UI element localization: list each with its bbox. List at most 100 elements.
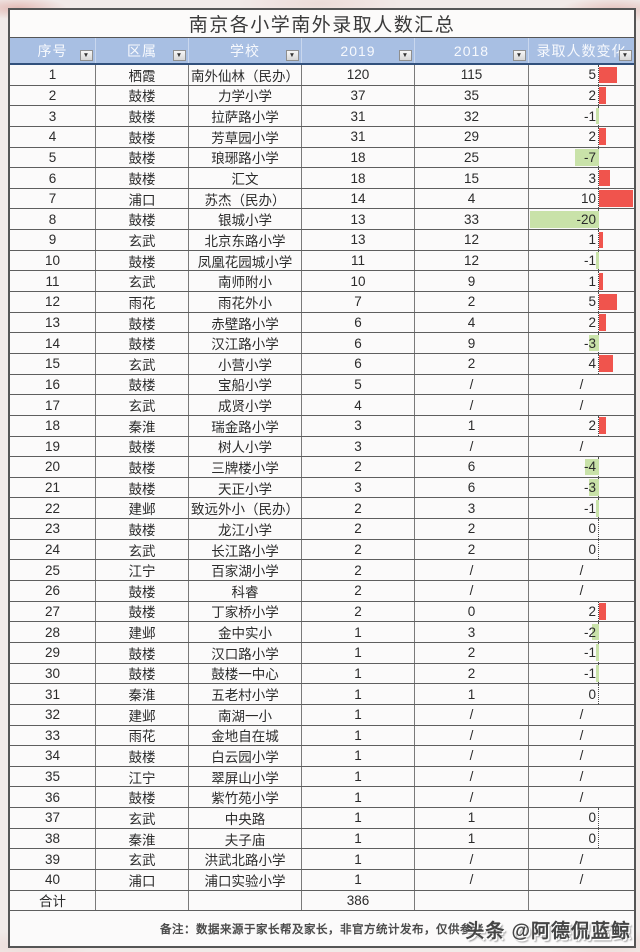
cell-district: 玄武: [96, 539, 189, 560]
total-2019: 386: [302, 890, 415, 911]
cell-no: 38: [10, 828, 96, 849]
table-row: 4 鼓楼 芳草园小学 31 29 2: [10, 126, 634, 148]
table-footer: 备注：数据来源于家长帮及家长，非官方统计发布，仅供参考 头条 @阿德侃蓝鲸: [10, 911, 634, 946]
cell-no: 13: [10, 312, 96, 333]
cell-no: 39: [10, 849, 96, 869]
cell-no: 10: [10, 250, 96, 271]
cell-y2018: /: [415, 704, 529, 725]
cell-y2019: 2: [302, 457, 415, 477]
cell-y2018: 33: [415, 209, 529, 230]
cell-change: -1: [529, 498, 634, 519]
cell-value: /: [579, 707, 584, 723]
cell-district: 鼓楼: [96, 209, 189, 230]
cell-school: 成贤小学: [189, 395, 302, 415]
cell-school: 龙江小学: [189, 519, 302, 539]
cell-y2019: 1: [302, 684, 415, 704]
cell-value: -7: [583, 149, 596, 165]
cell-value: -1: [583, 108, 596, 124]
negative-data-bar: [530, 210, 599, 228]
cell-y2019: 18: [302, 147, 415, 168]
filter-dropdown-icon[interactable]: ▼: [619, 50, 632, 61]
column-header-label: 2018: [453, 42, 490, 59]
cell-school: 长江路小学: [189, 539, 302, 560]
cell-y2018: 9: [415, 333, 529, 353]
cell-school: 雨花外小: [189, 292, 302, 312]
cell-y2019: 37: [302, 85, 415, 106]
table-row: 20 鼓楼 三牌楼小学 2 6 -4: [10, 457, 634, 478]
table-row: 11 玄武 南师附小 10 9 1: [10, 271, 634, 293]
cell-value: /: [579, 872, 584, 888]
column-header-label: 2019: [340, 42, 376, 59]
filter-dropdown-icon[interactable]: ▼: [80, 50, 93, 61]
cell-y2019: 1: [302, 808, 415, 828]
table-row: 26 鼓楼 科睿 2//: [10, 581, 634, 602]
cell-value: -4: [583, 459, 596, 475]
cell-district: 建邺: [96, 622, 189, 642]
cell-y2019: 3: [302, 415, 415, 436]
column-header-label: 序号: [37, 42, 68, 59]
cell-school: 南外仙林（民办）: [189, 65, 302, 85]
cell-no: 24: [10, 539, 96, 560]
cell-y2019: 14: [302, 188, 415, 209]
cell-y2019: 2: [302, 519, 415, 539]
cell-change: -1: [529, 106, 634, 126]
cell-value: -1: [583, 253, 596, 269]
cell-y2019: 31: [302, 106, 415, 126]
filter-dropdown-icon[interactable]: ▼: [286, 50, 299, 61]
cell-y2018: 1: [415, 415, 529, 436]
cell-y2019: 3: [302, 477, 415, 498]
cell-y2018: 2: [415, 539, 529, 560]
cell-district: 鼓楼: [96, 519, 189, 539]
table-body: 1 栖霞 南外仙林（民办） 120 115 5 2 鼓楼 力学小学 37 35 2 3 鼓楼 拉萨路小学 31…: [10, 65, 634, 891]
cell-empty: [529, 891, 634, 911]
negative-data-bar: [595, 107, 599, 125]
cell-y2018: 2: [415, 353, 529, 374]
cell-school: 宝船小学: [189, 374, 302, 395]
cell-y2019: 1: [302, 766, 415, 787]
table-row: 2 鼓楼 力学小学 37 35 2: [10, 85, 634, 107]
cell-change: -1: [529, 642, 634, 663]
cell-change: 2: [529, 312, 634, 333]
cell-y2019: 10: [302, 271, 415, 292]
table-row: 1 栖霞 南外仙林（民办） 120 115 5: [10, 65, 634, 86]
filter-dropdown-icon[interactable]: ▼: [173, 50, 186, 61]
cell-value: -3: [583, 335, 596, 351]
table-row: 36 鼓楼 紫竹苑小学 1//: [10, 787, 634, 809]
cell-district: 鼓楼: [96, 642, 189, 663]
cell-no: 11: [10, 271, 96, 292]
cell-school: 树人小学: [189, 436, 302, 457]
cell-value: /: [579, 583, 584, 599]
cell-y2018: 115: [415, 65, 529, 85]
cell-change: 2: [529, 126, 634, 147]
cell-y2018: 1: [415, 684, 529, 704]
positive-data-bar: [599, 128, 606, 146]
negative-data-bar: [595, 644, 599, 662]
cell-change: /: [529, 767, 634, 787]
databar-axis: [598, 292, 599, 312]
cell-district: 鼓楼: [96, 663, 189, 684]
cell-school: 夫子庙: [189, 828, 302, 849]
cell-y2018: 15: [415, 168, 529, 188]
cell-value: 2: [588, 315, 596, 330]
cell-change: -20: [529, 209, 634, 230]
negative-data-bar: [574, 149, 599, 166]
filter-dropdown-icon[interactable]: ▼: [399, 50, 412, 61]
cell-value: 1: [588, 273, 596, 289]
cell-district: 雨花: [96, 725, 189, 746]
cell-school: 小营小学: [189, 353, 302, 374]
cell-district: 秦淮: [96, 415, 189, 436]
cell-district: 建邺: [96, 498, 189, 519]
cell-no: 22: [10, 498, 96, 519]
cell-school: 洪武北路小学: [189, 849, 302, 869]
cell-y2018: 12: [415, 250, 529, 271]
cell-value: -1: [583, 645, 596, 661]
table-row: 19 鼓楼 树人小学 3//: [10, 436, 634, 458]
cell-change: /: [529, 849, 634, 869]
cell-school: 中央路: [189, 808, 302, 828]
cell-y2019: 1: [302, 663, 415, 684]
filter-dropdown-icon[interactable]: ▼: [513, 50, 526, 61]
table-row: 31 秦淮 五老村小学 1 1 0: [10, 684, 634, 705]
cell-value: 2: [588, 129, 596, 145]
column-header-change: 录取人数变化 ▼: [529, 38, 634, 63]
total-label: 合计: [10, 890, 96, 911]
